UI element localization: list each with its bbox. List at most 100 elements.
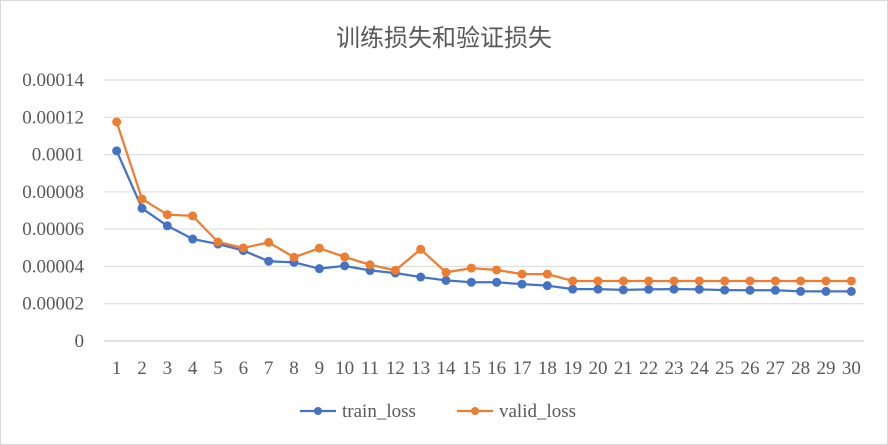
x-tick-label: 6 (239, 358, 249, 379)
data-point (213, 237, 223, 247)
data-point (416, 244, 426, 254)
data-point (846, 276, 856, 286)
data-point (846, 286, 856, 296)
data-point (492, 277, 502, 287)
data-point (770, 276, 780, 286)
data-point (821, 276, 831, 286)
data-point (188, 234, 198, 244)
data-point (340, 261, 350, 271)
x-tick-label: 18 (538, 358, 557, 379)
legend-label: valid_loss (499, 401, 576, 422)
x-tick-label: 27 (766, 358, 785, 379)
data-point (314, 243, 324, 253)
x-tick-label: 1 (112, 358, 122, 379)
data-point (669, 284, 679, 294)
data-point (644, 284, 654, 294)
data-point (618, 276, 628, 286)
data-point (593, 284, 603, 294)
data-point (492, 265, 502, 275)
y-axis-ticks: 0.00014 0.00012 0.0001 0.00008 0.00006 0.0000… (22, 70, 84, 352)
data-point (517, 269, 527, 279)
data-point (745, 276, 755, 286)
x-tick-label: 9 (315, 358, 325, 379)
data-point (745, 285, 755, 295)
y-tick-label: 0.00002 (22, 294, 84, 315)
x-tick-label: 16 (487, 358, 506, 379)
y-tick-label: 0.00008 (22, 182, 84, 203)
series-train-loss (112, 146, 856, 296)
data-point (770, 285, 780, 295)
data-point (416, 272, 426, 282)
series-line (115, 120, 853, 283)
x-tick-label: 8 (289, 358, 299, 379)
data-point (593, 276, 603, 286)
x-tick-label: 20 (589, 358, 608, 379)
data-point (466, 277, 476, 287)
data-point (542, 269, 552, 279)
data-point (568, 276, 578, 286)
x-tick-label: 15 (462, 358, 481, 379)
legend-swatch-marker (471, 407, 479, 415)
x-tick-label: 17 (513, 358, 532, 379)
legend-label: train_loss (342, 401, 416, 422)
y-tick-label: 0.00012 (22, 107, 84, 128)
data-point (517, 279, 527, 289)
data-point (137, 203, 147, 213)
data-point (390, 265, 400, 275)
data-point (568, 284, 578, 294)
y-tick-label: 0.00014 (22, 70, 84, 91)
x-tick-label: 19 (563, 358, 582, 379)
data-point (289, 252, 299, 262)
y-tick-label: 0.00006 (22, 219, 84, 240)
x-tick-label: 14 (437, 358, 457, 379)
data-point (618, 285, 628, 295)
data-point (669, 276, 679, 286)
x-tick-label: 25 (715, 358, 734, 379)
data-point (694, 284, 704, 294)
x-tick-label: 30 (842, 358, 861, 379)
data-point (720, 276, 730, 286)
data-point (694, 276, 704, 286)
series-line (115, 149, 853, 293)
data-point (314, 264, 324, 274)
y-tick-label: 0.00004 (22, 256, 84, 277)
data-point (441, 267, 451, 277)
x-tick-label: 10 (335, 358, 354, 379)
x-tick-label: 13 (411, 358, 430, 379)
y-tick-label: 0 (75, 331, 85, 352)
data-point (137, 194, 147, 204)
series-layer (112, 117, 856, 296)
y-tick-label: 0.0001 (32, 145, 84, 166)
x-tick-label: 28 (791, 358, 810, 379)
legend-item: train_loss (300, 401, 416, 422)
data-point (112, 117, 122, 127)
x-axis-ticks: 1 2 3 4 5 6 7 8 9 10 11 12 13 14 15 16 17 18 19 20 21 22 23 24 2… (112, 358, 861, 379)
x-tick-label: 11 (361, 358, 379, 379)
data-point (644, 276, 654, 286)
data-point (466, 263, 476, 273)
data-point (796, 276, 806, 286)
data-point (112, 146, 122, 156)
data-point (264, 237, 274, 247)
data-point (188, 211, 198, 221)
chart-title: 训练损失和验证损失 (336, 24, 552, 52)
x-tick-label: 12 (386, 358, 405, 379)
gridlines (104, 79, 864, 342)
data-point (162, 221, 172, 231)
x-tick-label: 2 (137, 358, 147, 379)
data-point (162, 210, 172, 220)
legend: train_loss valid_loss (300, 401, 576, 422)
x-tick-label: 3 (163, 358, 173, 379)
x-tick-label: 22 (639, 358, 658, 379)
legend-item: valid_loss (457, 401, 576, 422)
x-tick-label: 24 (690, 358, 710, 379)
x-tick-label: 7 (264, 358, 274, 379)
x-tick-label: 4 (188, 358, 198, 379)
data-point (340, 252, 350, 262)
data-point (441, 275, 451, 285)
legend-swatch-marker (314, 407, 322, 415)
x-tick-label: 21 (614, 358, 633, 379)
series-valid-loss (112, 117, 856, 286)
